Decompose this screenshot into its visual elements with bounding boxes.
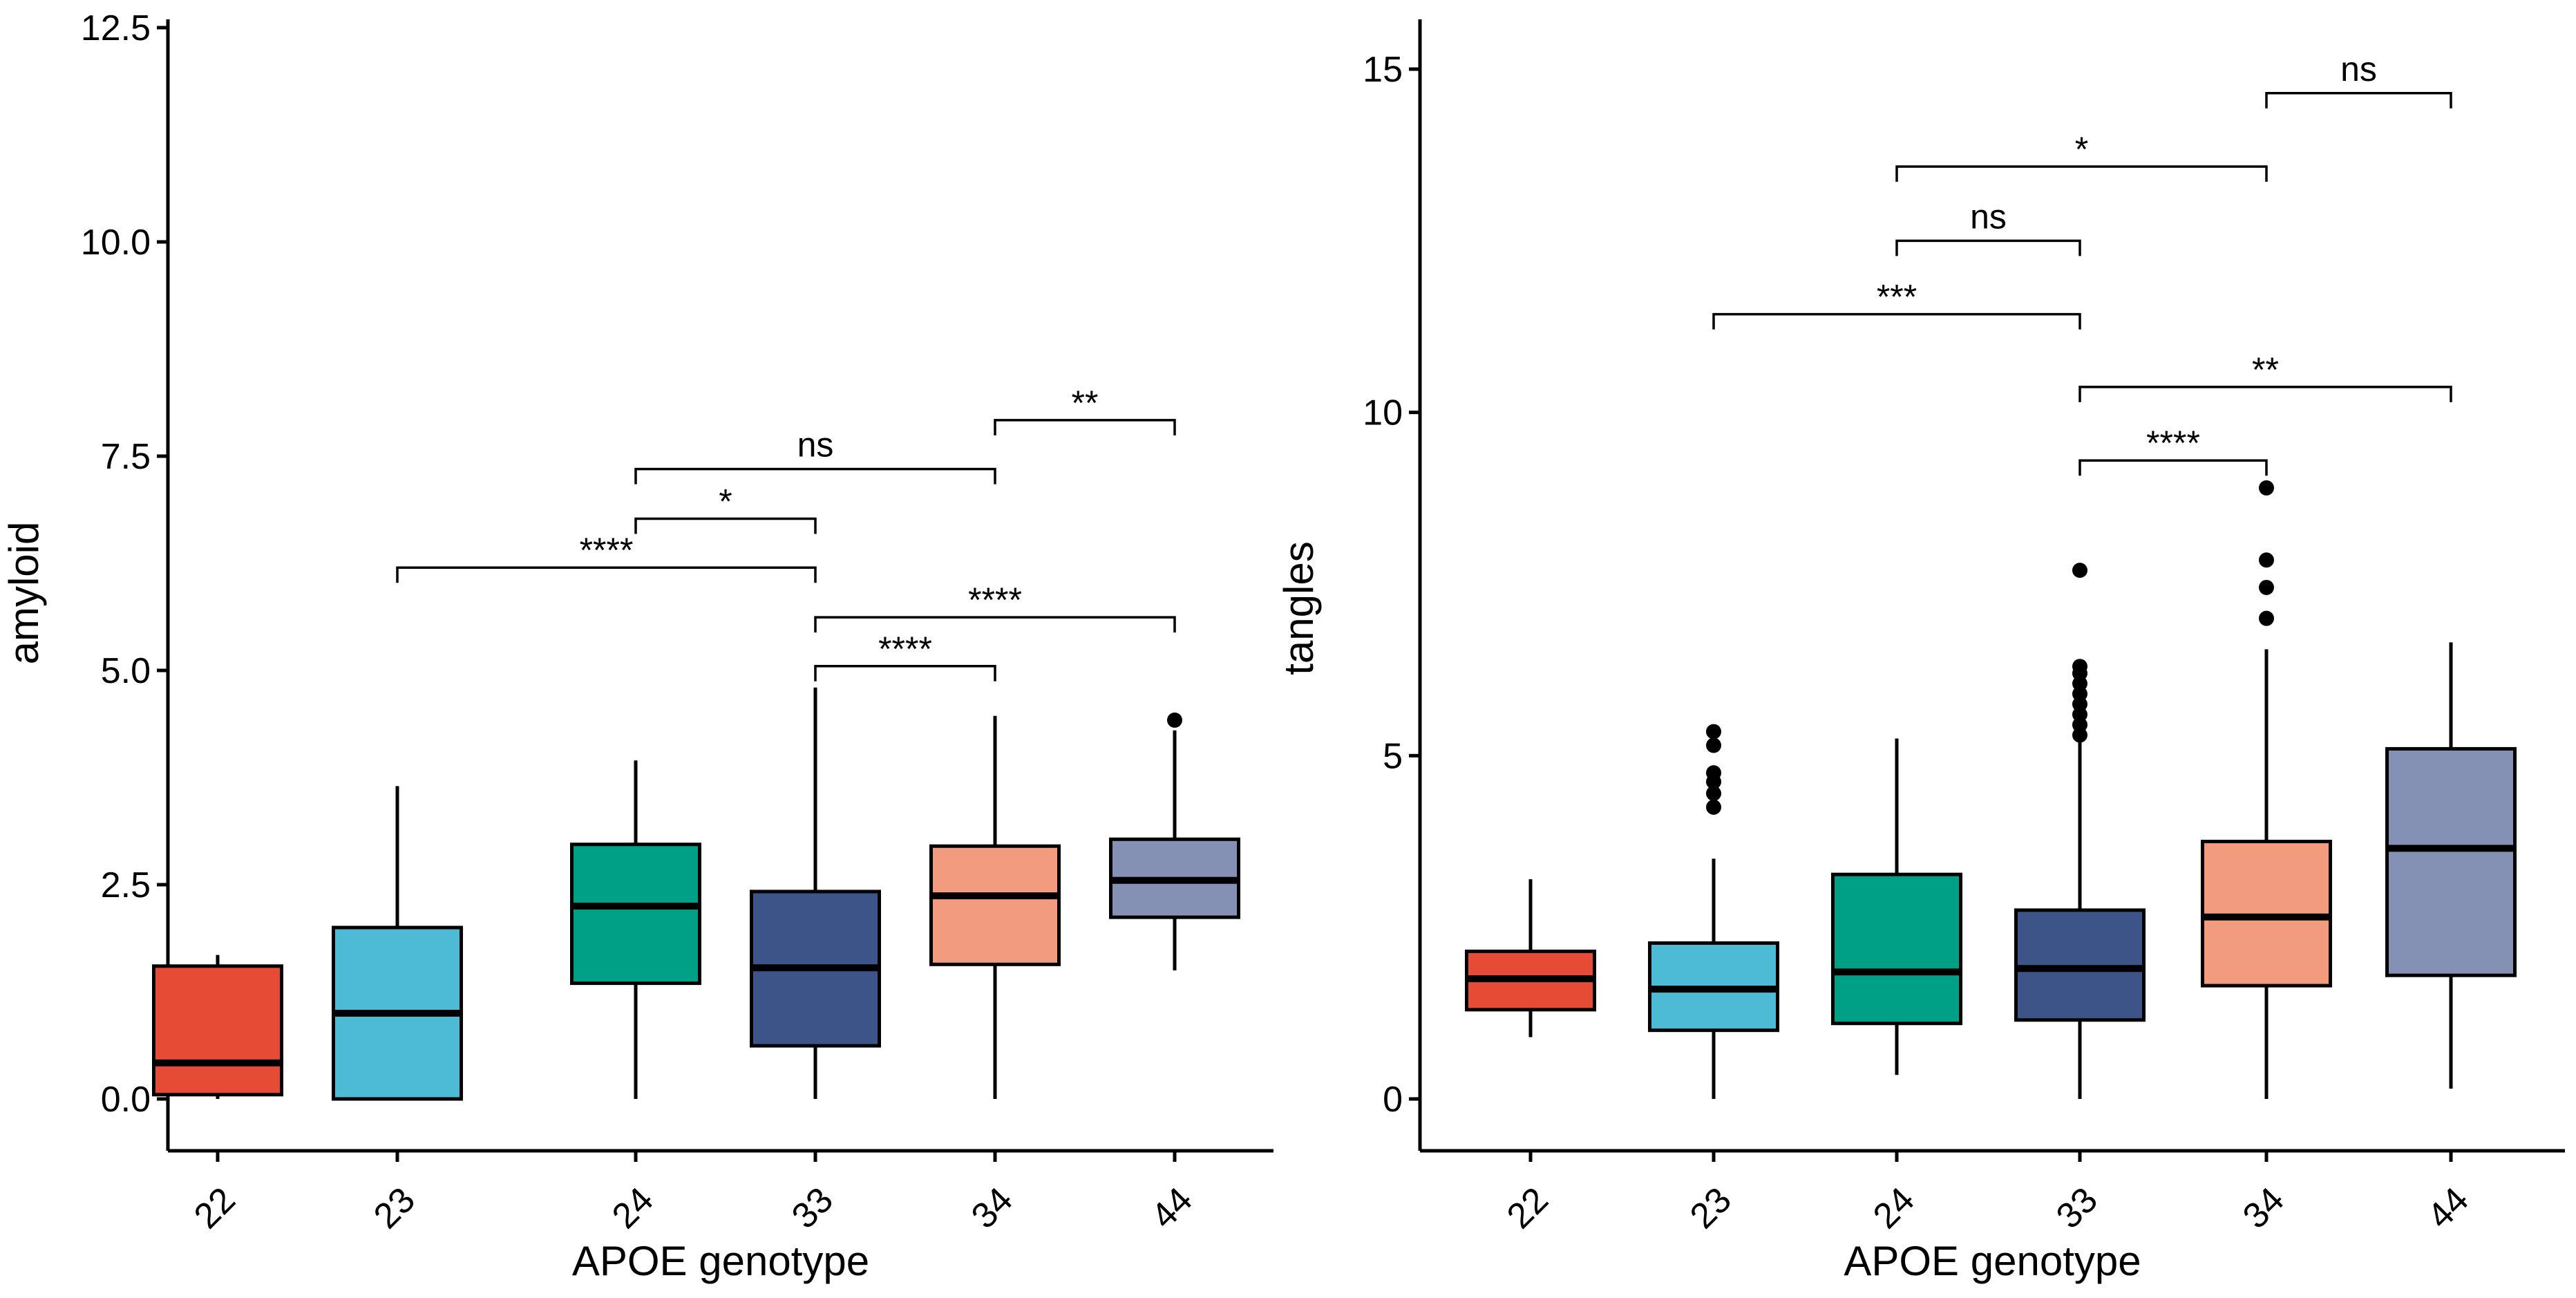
box-24 bbox=[1831, 738, 1962, 1075]
comparison-bracket-34-44 bbox=[994, 419, 1176, 435]
significance-label: ns bbox=[2340, 50, 2377, 88]
box-34 bbox=[929, 715, 1061, 1099]
comparison-bracket-24-34 bbox=[634, 467, 996, 485]
significance-label: * bbox=[719, 482, 732, 521]
outlier-point bbox=[2259, 579, 2274, 595]
comparison-bracket-33-34 bbox=[814, 665, 996, 681]
y-tick-label: 0 bbox=[1383, 1080, 1403, 1120]
comparison-bracket-33-44 bbox=[814, 616, 1176, 633]
y-axis-title: amyloid bbox=[1, 522, 47, 665]
outlier-point bbox=[2259, 552, 2274, 568]
box-44 bbox=[2385, 642, 2517, 1089]
x-tick-label-22: 22 bbox=[1499, 1180, 1556, 1236]
significance-label: * bbox=[2075, 130, 2088, 169]
iqr-box bbox=[1831, 872, 1962, 1026]
outlier-point bbox=[2072, 563, 2087, 579]
x-tick-label-24: 24 bbox=[605, 1180, 661, 1236]
y-axis-title: tangles bbox=[1276, 541, 1322, 675]
x-tick-label-44: 44 bbox=[1144, 1180, 1200, 1236]
box-34 bbox=[2201, 480, 2332, 1099]
chart-panel-tangles: 0 5 10 15 22 23 24 33 34 44 APOE genotype tangles ns… bbox=[1276, 19, 2565, 1284]
iqr-box bbox=[2385, 746, 2517, 977]
comparison-bracket-33-44 bbox=[2078, 386, 2452, 402]
box-24 bbox=[570, 760, 701, 1099]
box-33 bbox=[750, 687, 881, 1099]
x-axis-title: APOE genotype bbox=[1844, 1238, 2141, 1284]
box-33 bbox=[2014, 563, 2146, 1099]
x-tick-label-44: 44 bbox=[2420, 1180, 2476, 1236]
y-tick-label: 7.5 bbox=[101, 437, 151, 477]
x-tick-label-22: 22 bbox=[187, 1180, 243, 1236]
x-tick-label-23: 23 bbox=[1683, 1180, 1739, 1236]
y-tick-label: 5.0 bbox=[101, 651, 151, 691]
y-tick-label: 10 bbox=[1363, 393, 1403, 433]
x-axis-title: APOE genotype bbox=[572, 1238, 869, 1284]
comparison-bracket-34-44 bbox=[2265, 92, 2452, 109]
comparison-bracket-23-33 bbox=[1712, 312, 2081, 330]
x-tick-label-24: 24 bbox=[1866, 1180, 1922, 1236]
y-tick-label: 10.0 bbox=[81, 223, 151, 263]
outlier-point bbox=[1706, 765, 1721, 781]
comparison-bracket-24-33 bbox=[1895, 239, 2081, 256]
outlier-point bbox=[2259, 610, 2274, 626]
significance-label: **** bbox=[580, 531, 634, 570]
y-tick-label: 2.5 bbox=[101, 865, 151, 905]
significance-label: ns bbox=[797, 426, 834, 464]
x-tick-label-33: 33 bbox=[2049, 1180, 2105, 1236]
outlier-point bbox=[2259, 480, 2274, 496]
x-tick-label-34: 34 bbox=[964, 1180, 1021, 1236]
chart-panel-amyloid: 0.0 2.5 5.0 7.5 10.0 12.5 22 23 24 33 34 44 APOE gen… bbox=[1, 8, 1273, 1284]
outlier-point bbox=[1706, 737, 1721, 753]
x-tick-label-23: 23 bbox=[366, 1180, 423, 1236]
outlier-point bbox=[2072, 659, 2087, 675]
significance-label: ** bbox=[2252, 350, 2279, 389]
comparison-bracket-23-33 bbox=[396, 566, 817, 583]
x-tick-label-33: 33 bbox=[784, 1180, 841, 1236]
outlier-point bbox=[1706, 799, 1721, 815]
outlier-point bbox=[1167, 712, 1182, 728]
iqr-box bbox=[929, 844, 1061, 966]
significance-label: **** bbox=[2146, 424, 2200, 462]
significance-label: ns bbox=[1970, 197, 2007, 236]
box-23 bbox=[332, 786, 463, 1101]
y-tick-label: 0.0 bbox=[101, 1080, 151, 1120]
x-tick-label-34: 34 bbox=[2235, 1180, 2292, 1236]
comparison-bracket-33-34 bbox=[2078, 459, 2268, 476]
significance-label: ** bbox=[1072, 384, 1099, 422]
outlier-point bbox=[1706, 724, 1721, 740]
outlier-point bbox=[1706, 785, 1721, 801]
iqr-box bbox=[152, 964, 283, 1097]
y-tick-label: 12.5 bbox=[81, 8, 151, 48]
y-tick-label: 15 bbox=[1363, 50, 1403, 90]
box-22 bbox=[152, 954, 283, 1099]
iqr-box bbox=[570, 843, 701, 986]
comparison-bracket-24-34 bbox=[1895, 165, 2268, 182]
box-22 bbox=[1465, 879, 1596, 1037]
significance-label: **** bbox=[878, 630, 932, 668]
significance-label: **** bbox=[968, 581, 1022, 619]
box-23 bbox=[1648, 724, 1779, 1099]
y-tick-label: 5 bbox=[1383, 736, 1403, 776]
box-44 bbox=[1109, 712, 1240, 970]
significance-label: *** bbox=[1877, 278, 1917, 317]
comparison-bracket-24-33 bbox=[634, 517, 817, 534]
